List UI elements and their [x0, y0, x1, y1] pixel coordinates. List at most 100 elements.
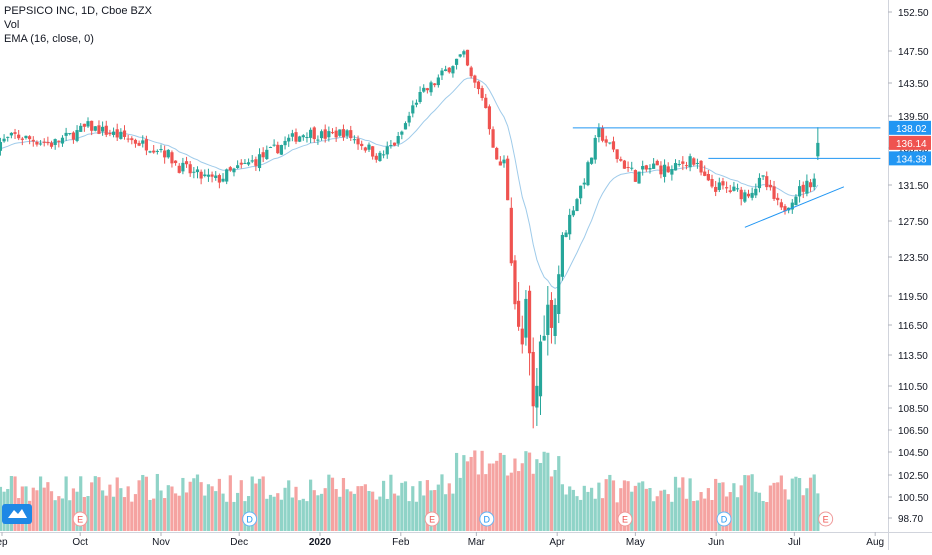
ema-legend-label: EMA (16, close, 0)	[4, 33, 94, 45]
candle-body	[374, 155, 378, 160]
volume-bar	[334, 489, 338, 531]
price-tag	[889, 151, 931, 166]
candle-body	[148, 151, 152, 153]
dividend-marker[interactable]	[242, 511, 258, 527]
volume-bar	[250, 476, 254, 531]
candle-body	[316, 139, 320, 141]
volume-bar	[290, 497, 294, 531]
volume-bar	[148, 499, 152, 531]
marker-label: D	[484, 515, 491, 525]
volume-bar	[119, 488, 123, 531]
volume-bar	[254, 483, 258, 531]
volume-bar	[484, 474, 488, 531]
volume-bar	[608, 474, 612, 531]
candle-body	[64, 132, 68, 136]
volume-bar	[757, 492, 762, 531]
volume-bar	[265, 498, 269, 531]
candle-body	[407, 115, 411, 123]
volume-bar	[677, 487, 681, 531]
earnings-marker[interactable]	[424, 511, 440, 527]
candle-body	[546, 304, 550, 335]
candle-body	[480, 88, 484, 99]
volume-bar	[728, 492, 732, 531]
candle-body	[615, 149, 619, 160]
volume-bar	[425, 480, 429, 531]
price-tag	[889, 120, 931, 135]
y-axis-tick-label: 127.50	[898, 217, 929, 228]
marker-label: E	[823, 515, 829, 525]
candle-body	[57, 140, 61, 142]
candle-body	[90, 120, 94, 131]
candle-body	[513, 260, 517, 305]
y-axis-tick-label: 131.50	[898, 181, 929, 192]
volume-bar	[422, 495, 426, 531]
candle-body	[360, 143, 364, 147]
candle-body	[170, 152, 174, 164]
candle-body	[349, 130, 353, 139]
x-axis-tick-label: ep	[0, 537, 8, 548]
candle-body	[604, 139, 608, 143]
volume-bar	[768, 485, 772, 531]
candle-body	[703, 171, 707, 176]
volume-bar	[575, 496, 579, 531]
earnings-marker[interactable]	[617, 511, 633, 527]
candle-body	[93, 126, 97, 131]
candle-body	[688, 156, 692, 168]
candle-body	[754, 188, 758, 196]
candle-body	[746, 193, 751, 197]
candle-body	[502, 159, 506, 164]
volume-bar	[600, 498, 605, 531]
candle-body	[228, 167, 232, 171]
dividend-marker[interactable]	[716, 511, 732, 527]
candle-body	[38, 143, 43, 145]
volume-bar	[808, 477, 813, 531]
candle-body	[535, 385, 539, 408]
candle-body	[476, 81, 481, 90]
candle-body	[378, 152, 382, 162]
candle-body	[101, 126, 105, 132]
volume-bar	[371, 491, 375, 531]
x-axis-tick-label: 2020	[309, 537, 332, 548]
volume-bar	[173, 493, 178, 531]
trend-line[interactable]	[744, 186, 845, 228]
price-tag-label: 134.38	[896, 154, 927, 165]
x-axis-tick-label: Aug	[866, 537, 884, 548]
plot-area[interactable]	[0, 0, 888, 532]
volume-bar	[633, 485, 637, 531]
earnings-marker[interactable]	[72, 511, 88, 527]
volume-bar	[298, 500, 302, 531]
volume-bar	[305, 501, 309, 531]
candle-body	[265, 149, 269, 160]
marker-label: E	[77, 515, 83, 525]
volume-bar	[217, 478, 221, 531]
candle-body	[648, 168, 652, 170]
marker-label: E	[622, 515, 628, 525]
volume-bar	[743, 475, 747, 531]
volume-bar	[622, 480, 627, 531]
dividend-marker[interactable]	[479, 511, 495, 527]
candle-body	[0, 142, 3, 151]
candle-body	[465, 49, 470, 66]
candle-body	[440, 70, 444, 76]
volume-bar	[206, 484, 211, 531]
x-axis-tick-label: Oct	[72, 537, 88, 548]
y-axis-tick-label: 100.50	[898, 493, 929, 504]
volume-bar	[429, 490, 433, 531]
candle-body	[115, 129, 119, 138]
candle-body	[53, 139, 57, 145]
candle-body	[538, 341, 543, 397]
candle-body	[560, 234, 564, 277]
volume-bar	[261, 476, 265, 531]
candle-body	[122, 130, 127, 137]
earnings-marker[interactable]	[818, 511, 834, 527]
candle-body	[414, 102, 419, 105]
volume-bar	[367, 491, 371, 531]
candle-body	[236, 165, 240, 169]
candle-body	[221, 178, 225, 182]
candle-body	[396, 136, 400, 144]
candle-body	[9, 132, 13, 136]
volume-bar	[163, 498, 167, 531]
candle-body	[31, 139, 35, 142]
